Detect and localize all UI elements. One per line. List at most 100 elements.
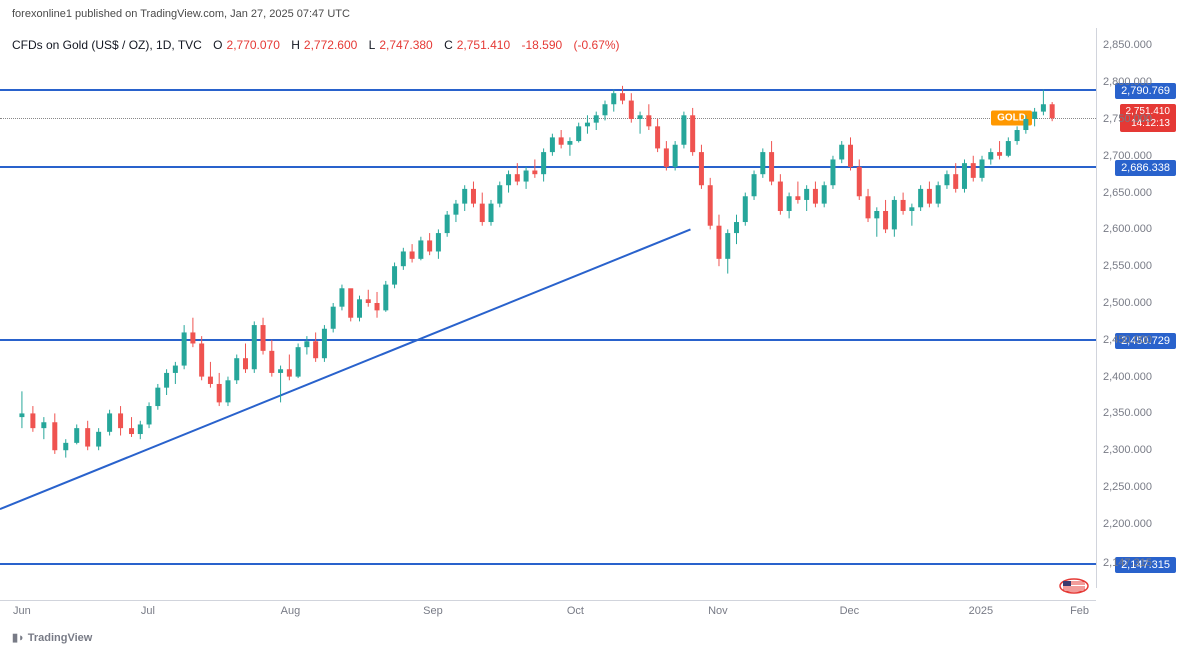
- candle[interactable]: [418, 240, 423, 258]
- candle[interactable]: [848, 145, 853, 167]
- candle[interactable]: [594, 115, 599, 122]
- candle[interactable]: [1015, 130, 1020, 141]
- candle[interactable]: [489, 204, 494, 222]
- candle[interactable]: [52, 422, 57, 450]
- candle[interactable]: [357, 299, 362, 317]
- candle[interactable]: [787, 196, 792, 211]
- candle[interactable]: [980, 159, 985, 177]
- candle[interactable]: [664, 148, 669, 166]
- candle[interactable]: [602, 104, 607, 115]
- candle[interactable]: [760, 152, 765, 174]
- candle[interactable]: [962, 163, 967, 189]
- candle[interactable]: [743, 196, 748, 222]
- candle[interactable]: [988, 152, 993, 159]
- candle[interactable]: [497, 185, 502, 203]
- candle[interactable]: [427, 240, 432, 251]
- candle[interactable]: [278, 369, 283, 373]
- candle[interactable]: [225, 380, 230, 402]
- candle[interactable]: [304, 341, 309, 347]
- candle[interactable]: [997, 152, 1002, 156]
- candle[interactable]: [41, 422, 46, 428]
- candle[interactable]: [655, 126, 660, 148]
- candle[interactable]: [30, 413, 35, 428]
- candle[interactable]: [559, 137, 564, 144]
- candle[interactable]: [19, 413, 24, 417]
- candle[interactable]: [585, 123, 590, 127]
- candle[interactable]: [629, 101, 634, 119]
- candle[interactable]: [453, 204, 458, 215]
- candle[interactable]: [874, 211, 879, 218]
- candle[interactable]: [96, 432, 101, 447]
- candle[interactable]: [883, 211, 888, 229]
- candle[interactable]: [620, 93, 625, 100]
- candle[interactable]: [217, 384, 222, 402]
- candle[interactable]: [1041, 104, 1046, 111]
- candle[interactable]: [611, 93, 616, 104]
- candle[interactable]: [63, 443, 68, 450]
- candle[interactable]: [313, 341, 318, 358]
- candle[interactable]: [690, 115, 695, 152]
- candle[interactable]: [322, 329, 327, 358]
- candle[interactable]: [944, 174, 949, 185]
- candle[interactable]: [129, 428, 134, 434]
- candle[interactable]: [164, 373, 169, 388]
- candle[interactable]: [830, 159, 835, 185]
- price-axis[interactable]: 2,850.0002,800.0002,750.0002,700.0002,65…: [1096, 28, 1177, 588]
- candle[interactable]: [673, 145, 678, 167]
- candle[interactable]: [822, 185, 827, 203]
- candle[interactable]: [410, 251, 415, 258]
- candle[interactable]: [243, 358, 248, 369]
- candle[interactable]: [147, 406, 152, 424]
- trend-line[interactable]: [0, 229, 690, 509]
- candle[interactable]: [813, 189, 818, 204]
- candle[interactable]: [348, 288, 353, 317]
- candle[interactable]: [1050, 104, 1055, 118]
- candle[interactable]: [927, 189, 932, 204]
- candle[interactable]: [532, 171, 537, 175]
- candle[interactable]: [462, 189, 467, 204]
- candle[interactable]: [401, 251, 406, 266]
- candle[interactable]: [778, 182, 783, 211]
- candle[interactable]: [1006, 141, 1011, 156]
- candle[interactable]: [804, 189, 809, 200]
- time-axis[interactable]: JunJulAugSepOctNovDec2025Feb: [0, 600, 1096, 620]
- candle[interactable]: [936, 185, 941, 203]
- candle[interactable]: [85, 428, 90, 446]
- candlestick-chart[interactable]: 2,790.7692,686.3382,450.7292,147.3152,75…: [0, 28, 1096, 588]
- candle[interactable]: [734, 222, 739, 233]
- candle[interactable]: [287, 369, 292, 376]
- candle[interactable]: [576, 126, 581, 141]
- candle[interactable]: [866, 196, 871, 218]
- candle[interactable]: [118, 413, 123, 428]
- candle[interactable]: [252, 325, 257, 369]
- candle[interactable]: [708, 185, 713, 225]
- candle[interactable]: [375, 303, 380, 310]
- candle[interactable]: [909, 207, 914, 211]
- candle[interactable]: [480, 204, 485, 222]
- candle[interactable]: [901, 200, 906, 211]
- candle[interactable]: [506, 174, 511, 185]
- candle[interactable]: [795, 196, 800, 200]
- candle[interactable]: [296, 347, 301, 376]
- candle[interactable]: [182, 332, 187, 365]
- candle[interactable]: [971, 163, 976, 178]
- candle[interactable]: [155, 388, 160, 406]
- candle[interactable]: [392, 266, 397, 284]
- candle[interactable]: [646, 115, 651, 126]
- candle[interactable]: [716, 226, 721, 259]
- candle[interactable]: [839, 145, 844, 160]
- candle[interactable]: [436, 233, 441, 251]
- candle[interactable]: [892, 200, 897, 229]
- candle[interactable]: [138, 424, 143, 434]
- candle[interactable]: [1032, 112, 1037, 119]
- candle[interactable]: [190, 332, 195, 343]
- candle[interactable]: [107, 413, 112, 431]
- candle[interactable]: [725, 233, 730, 259]
- candle[interactable]: [208, 377, 213, 384]
- candle[interactable]: [524, 171, 529, 182]
- candle[interactable]: [1023, 119, 1028, 130]
- candle[interactable]: [366, 299, 371, 303]
- candle[interactable]: [752, 174, 757, 196]
- candle[interactable]: [339, 288, 344, 306]
- candle[interactable]: [261, 325, 266, 351]
